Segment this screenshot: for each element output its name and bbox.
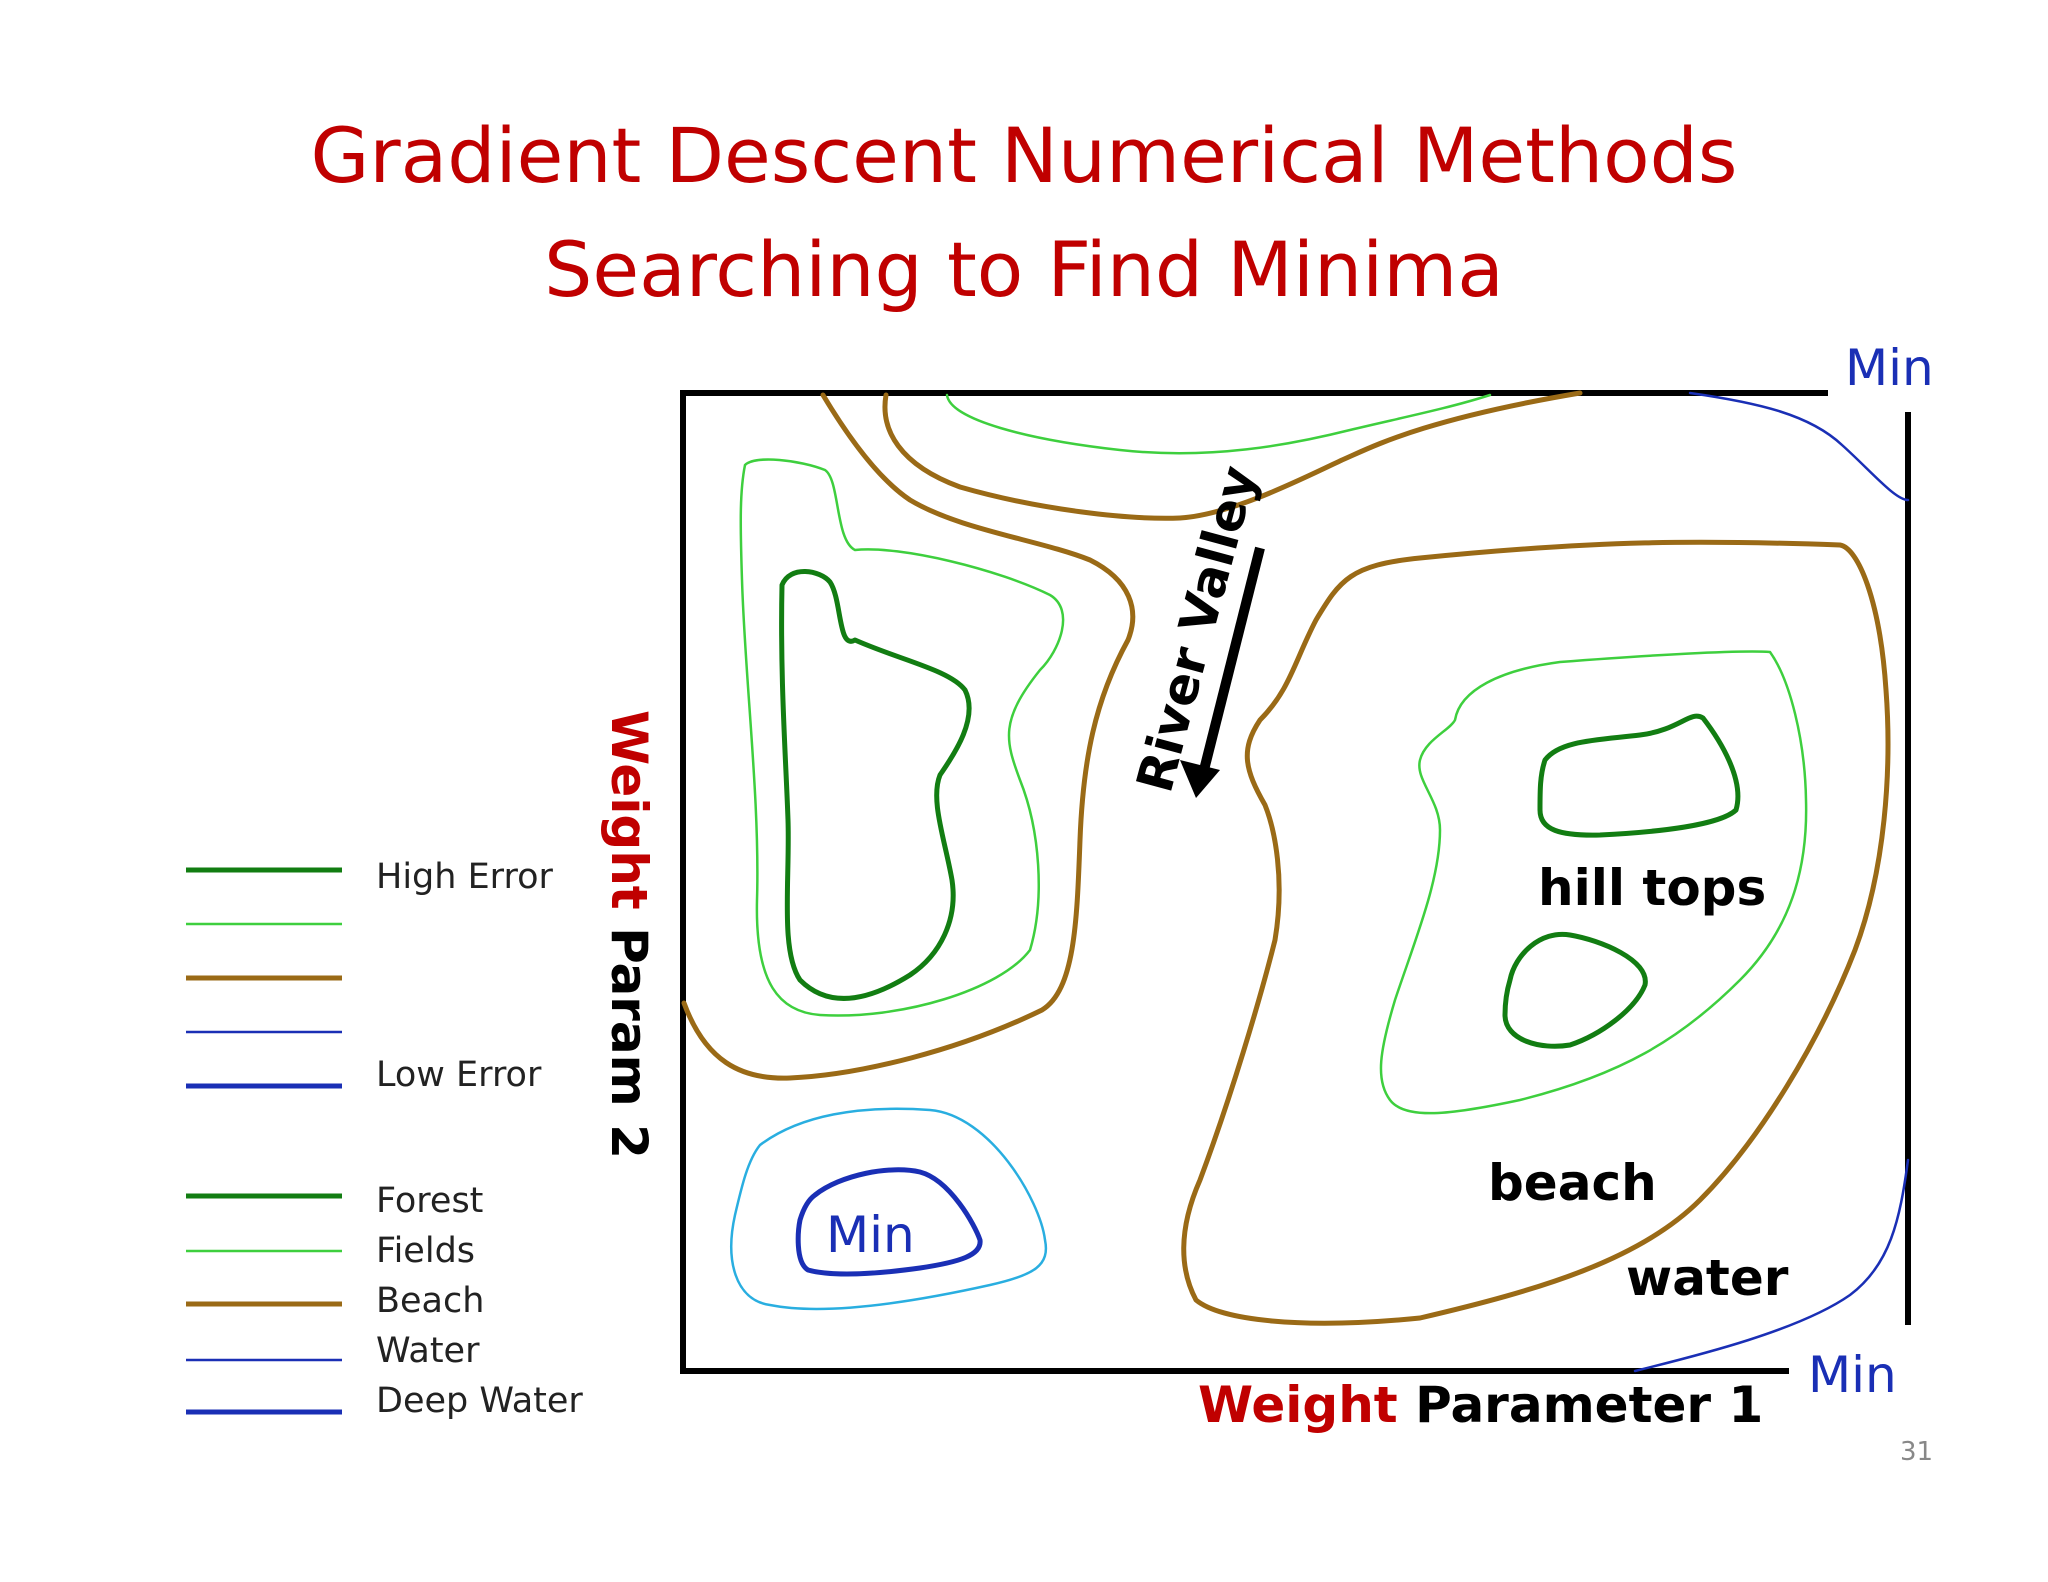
legend-label-water: Water — [376, 1331, 480, 1371]
contour-deep-water — [795, 1167, 983, 1277]
contour-beach-left — [681, 392, 1136, 1081]
min-label-bottom-right: Min — [1808, 1346, 1897, 1404]
x-axis-label: Weight Parameter 1 — [1198, 1376, 1763, 1434]
slide-title-line-2: Searching to Find Minima — [544, 225, 1504, 314]
contour-fields-top — [945, 393, 1492, 455]
water-label: water — [1626, 1249, 1789, 1307]
beach-label: beach — [1488, 1154, 1657, 1212]
arrow-head — [1180, 760, 1220, 798]
x-axis-label-weight: Weight — [1198, 1376, 1398, 1434]
y-axis-label: Weight Param 2 — [600, 710, 658, 1159]
contour-beach-right — [1181, 539, 1891, 1326]
slide-number: 31 — [1900, 1437, 1933, 1467]
min-label-bottom-left: Min — [826, 1206, 915, 1264]
arrow-shaft — [1199, 546, 1265, 772]
contour-forest-left — [779, 569, 972, 1001]
legend-label-fields: Fields — [376, 1231, 475, 1271]
legend-label-beach: Beach — [376, 1281, 484, 1321]
contour-fields-left — [739, 458, 1065, 1017]
contour-fields-right — [1379, 650, 1808, 1115]
legend-label-high-error: High Error — [376, 857, 553, 897]
x-axis-label-parameter: Parameter 1 — [1415, 1376, 1763, 1434]
legend: High Error Low Error Forest Fields Beach… — [186, 857, 583, 1421]
contours — [681, 390, 1910, 1373]
contour-water-bottom-right — [1633, 1158, 1910, 1373]
contour-water-light — [730, 1107, 1048, 1311]
legend-label-low-error: Low Error — [376, 1055, 542, 1095]
legend-label-deep-water: Deep Water — [376, 1381, 583, 1421]
contour-water-top-right — [1688, 391, 1910, 502]
legend-label-forest: Forest — [376, 1181, 483, 1221]
contour-forest-right-upper — [1537, 713, 1741, 838]
slide-title-line-1: Gradient Descent Numerical Methods — [310, 111, 1738, 200]
hill-tops-label: hill tops — [1538, 859, 1766, 917]
y-axis-label-weight: Weight — [600, 710, 658, 910]
min-label-top-right: Min — [1845, 339, 1934, 397]
y-axis-label-param: Param 2 — [600, 927, 658, 1159]
map-frame — [680, 390, 1911, 1374]
contour-beach-top — [882, 390, 1583, 521]
river-valley-arrow — [1180, 546, 1265, 798]
contour-forest-right-lower — [1502, 931, 1648, 1049]
